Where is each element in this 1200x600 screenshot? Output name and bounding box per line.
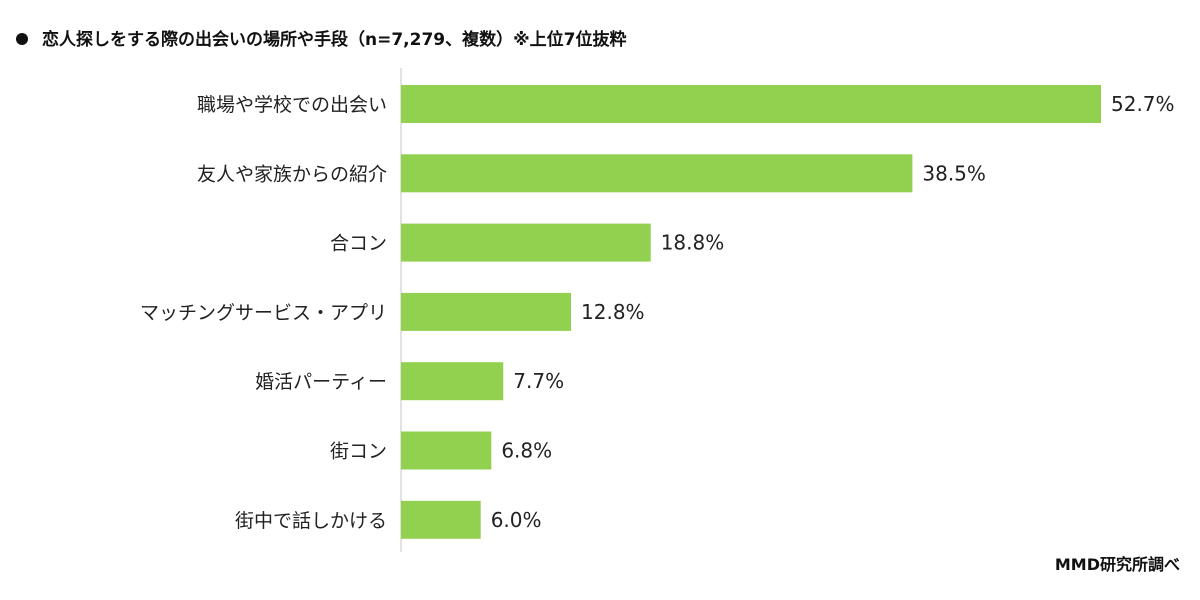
category-label: 婚活パーティー — [255, 371, 387, 393]
category-label: マッチングサービス・アプリ — [140, 302, 387, 324]
bars-group: 職場や学校での出会い 52.7% 友人や家族からの紹介 38.5% 合コン 18.8% マッ… — [140, 85, 1175, 539]
bar — [401, 362, 504, 401]
value-label: 7.7% — [513, 369, 564, 393]
category-label: 街中で話しかける — [235, 510, 387, 532]
value-label: 6.0% — [491, 508, 542, 532]
value-label: 38.5% — [922, 161, 986, 185]
bar — [401, 500, 481, 539]
value-label: 12.8% — [581, 300, 645, 324]
category-label: 合コン — [330, 233, 387, 255]
category-label: 街コン — [330, 441, 387, 463]
title-bullet-icon — [16, 33, 28, 45]
value-label: 18.8% — [661, 231, 725, 255]
bar — [401, 292, 572, 331]
chart-title: 恋人探しをする際の出会いの場所や手段（n=7,279、複数）※上位7位抜粋 — [42, 29, 626, 50]
bar — [401, 223, 651, 262]
bar — [401, 85, 1101, 123]
bar — [401, 431, 492, 470]
category-label: 職場や学校での出会い — [197, 94, 387, 116]
bar — [401, 154, 913, 193]
value-label: 6.8% — [501, 439, 552, 463]
category-label: 友人や家族からの紹介 — [197, 163, 387, 185]
source-credit: MMD研究所調べ — [1055, 555, 1180, 574]
value-label: 52.7% — [1111, 92, 1175, 116]
